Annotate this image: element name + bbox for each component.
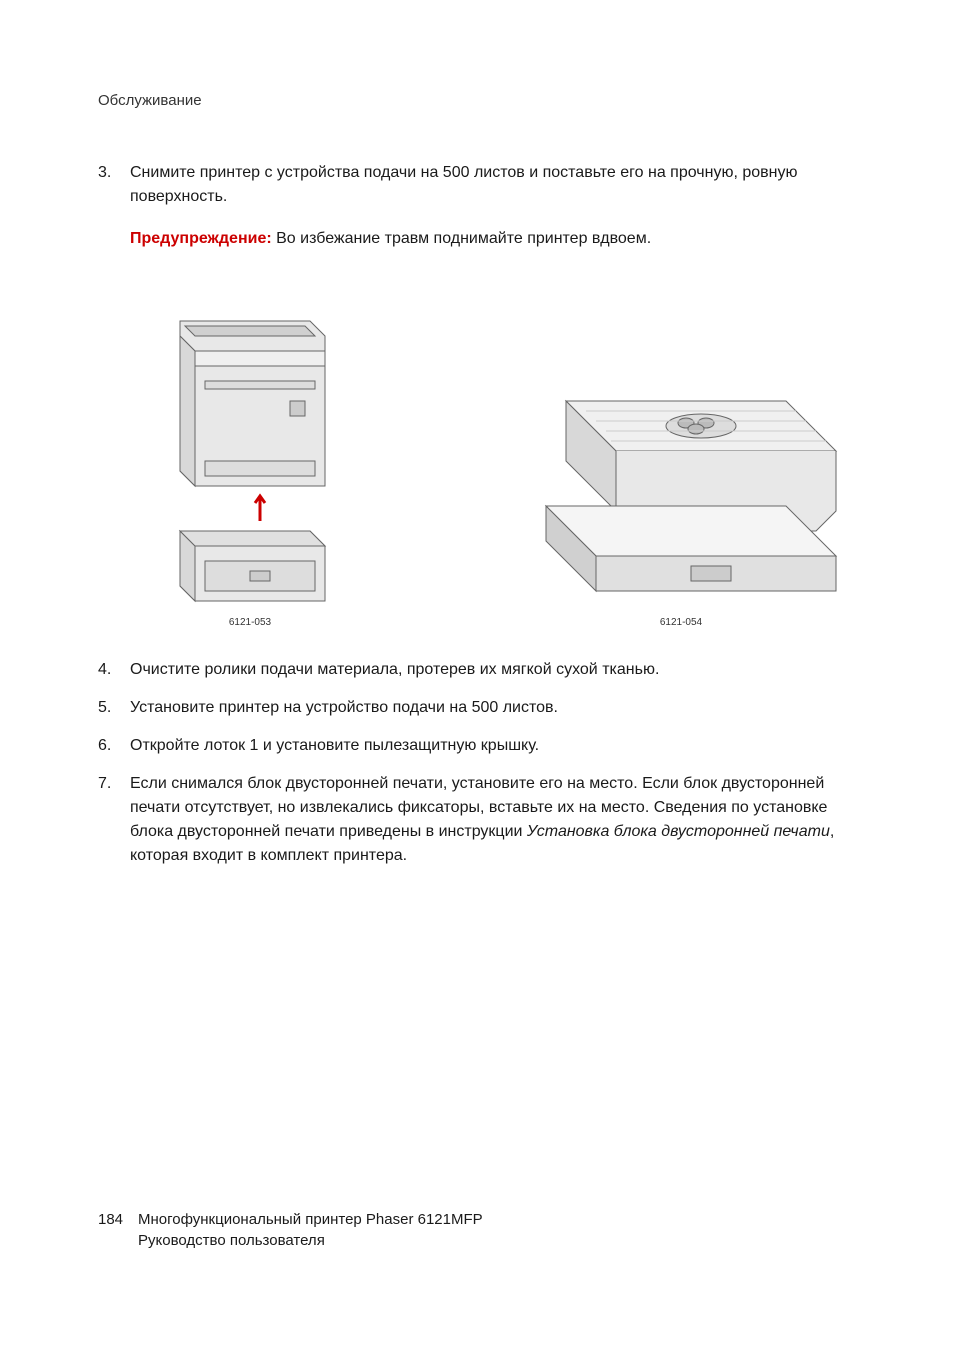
step-text: Очистите ролики подачи материала, протер… [130, 658, 856, 682]
step7-text-italic: Установка блока двусторонней печати [527, 823, 830, 840]
printer-lift-illustration [130, 311, 370, 611]
step-text: Снимите принтер с устройства подачи на 5… [130, 161, 856, 209]
step-number: 5. [98, 696, 130, 720]
page-header-section: Обслуживание [98, 92, 856, 109]
step-number: 7. [98, 772, 130, 868]
page-footer: 184 Многофункциональный принтер Phaser 6… [98, 1209, 483, 1251]
step-text: Если снимался блок двусторонней печати, … [130, 772, 856, 868]
feeder-tray-illustration [506, 361, 856, 611]
section-title: Обслуживание [98, 92, 202, 109]
step-7: 7. Если снимался блок двусторонней печат… [98, 772, 856, 868]
figure-right-caption: 6121-054 [660, 617, 702, 628]
step-number: 6. [98, 734, 130, 758]
figures-container: 6121-053 [130, 311, 856, 628]
warning-block: Предупреждение: Во избежание травм подни… [130, 227, 856, 251]
step-4: 4. Очистите ролики подачи материала, про… [98, 658, 856, 682]
step-text: Откройте лоток 1 и установите пылезащитн… [130, 734, 856, 758]
footer-line2: Руководство пользователя [138, 1230, 325, 1251]
step-text: Установите принтер на устройство подачи … [130, 696, 856, 720]
step-6: 6. Откройте лоток 1 и установите пылезащ… [98, 734, 856, 758]
step-5: 5. Установите принтер на устройство пода… [98, 696, 856, 720]
step-number: 3. [98, 161, 130, 209]
step-3: 3. Снимите принтер с устройства подачи н… [98, 161, 856, 209]
figure-left-caption: 6121-053 [229, 617, 271, 628]
footer-line1: Многофункциональный принтер Phaser 6121M… [138, 1209, 483, 1230]
page-content: 3. Снимите принтер с устройства подачи н… [98, 161, 856, 868]
warning-text: Во избежание травм поднимайте принтер вд… [272, 230, 651, 247]
figure-right: 6121-054 [506, 361, 856, 628]
warning-label: Предупреждение: [130, 230, 272, 247]
step-number: 4. [98, 658, 130, 682]
figure-left: 6121-053 [130, 311, 370, 628]
page-number: 184 [98, 1209, 138, 1230]
